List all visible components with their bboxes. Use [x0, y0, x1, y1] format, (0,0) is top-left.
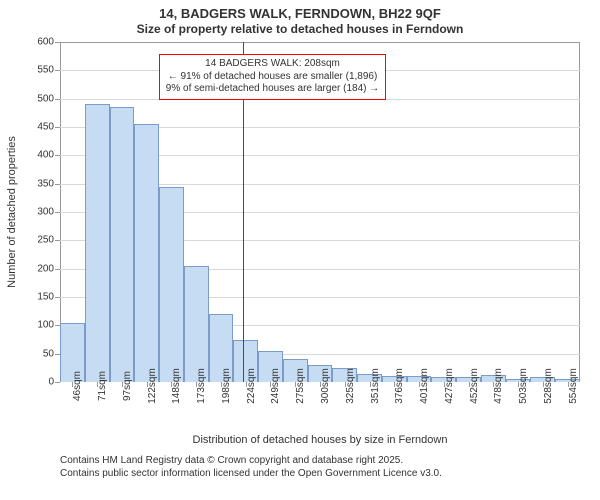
footer-attribution: Contains HM Land Registry data © Crown c…: [60, 454, 442, 480]
y-tick: [55, 70, 60, 71]
x-tick-label: 325sqm: [345, 368, 356, 404]
y-tick: [55, 240, 60, 241]
x-tick-label: 300sqm: [320, 368, 331, 404]
x-tick-label: 275sqm: [295, 368, 306, 404]
y-tick-label: 450: [37, 122, 54, 133]
histogram-bar: [110, 107, 135, 382]
y-tick: [55, 127, 60, 128]
y-tick: [55, 297, 60, 298]
x-tick-label: 351sqm: [370, 368, 381, 404]
x-tick-label: 198sqm: [221, 368, 232, 404]
annotation-line: ← 91% of detached houses are smaller (1,…: [166, 71, 379, 84]
x-tick-label: 427sqm: [444, 368, 455, 404]
y-tick-label: 0: [48, 377, 54, 388]
x-tick-label: 503sqm: [518, 368, 529, 404]
y-tick: [55, 155, 60, 156]
y-tick-label: 50: [43, 348, 54, 359]
y-tick-label: 500: [37, 93, 54, 104]
y-tick-label: 350: [37, 178, 54, 189]
chart-title: 14, BADGERS WALK, FERNDOWN, BH22 9QF: [0, 0, 600, 22]
y-tick: [55, 212, 60, 213]
x-tick-label: 71sqm: [97, 371, 108, 401]
y-tick-label: 550: [37, 65, 54, 76]
footer-line-2: Contains public sector information licen…: [60, 467, 442, 480]
x-tick-label: 401sqm: [419, 368, 430, 404]
x-tick-label: 224sqm: [246, 368, 257, 404]
y-tick-label: 150: [37, 292, 54, 303]
y-tick: [55, 382, 60, 383]
y-tick-label: 200: [37, 263, 54, 274]
x-tick-label: 478sqm: [493, 368, 504, 404]
x-tick-label: 148sqm: [171, 368, 182, 404]
axis-frame: [60, 42, 580, 43]
y-tick-label: 250: [37, 235, 54, 246]
annotation-line: 9% of semi-detached houses are larger (1…: [166, 83, 379, 96]
footer-line-1: Contains HM Land Registry data © Crown c…: [60, 454, 442, 467]
x-tick-label: 97sqm: [122, 371, 133, 401]
x-tick-label: 46sqm: [72, 371, 83, 401]
y-axis-label: Number of detached properties: [6, 136, 18, 288]
x-tick-label: 173sqm: [196, 368, 207, 404]
y-tick-label: 300: [37, 207, 54, 218]
y-tick-label: 400: [37, 150, 54, 161]
x-tick-label: 249sqm: [270, 368, 281, 404]
histogram-bar: [159, 187, 184, 383]
x-tick-label: 554sqm: [568, 368, 579, 404]
y-tick-label: 600: [37, 37, 54, 48]
chart-subtitle: Size of property relative to detached ho…: [0, 22, 600, 36]
histogram-bar: [184, 266, 209, 382]
y-tick: [55, 42, 60, 43]
property-annotation: 14 BADGERS WALK: 208sqm← 91% of detached…: [159, 54, 386, 100]
x-tick-label: 376sqm: [394, 368, 405, 404]
y-tick: [55, 99, 60, 100]
annotation-line: 14 BADGERS WALK: 208sqm: [166, 58, 379, 71]
x-axis-label: Distribution of detached houses by size …: [60, 434, 580, 446]
x-tick-label: 528sqm: [543, 368, 554, 404]
histogram-bar: [134, 124, 159, 382]
plot-area: 05010015020025030035040045050055060046sq…: [60, 42, 580, 382]
x-tick-label: 452sqm: [469, 368, 480, 404]
chart-container: 14, BADGERS WALK, FERNDOWN, BH22 9QF Siz…: [0, 0, 600, 500]
y-tick: [55, 269, 60, 270]
x-tick-label: 122sqm: [147, 368, 158, 404]
histogram-bar: [85, 104, 110, 382]
y-tick-label: 100: [37, 320, 54, 331]
y-tick: [55, 184, 60, 185]
